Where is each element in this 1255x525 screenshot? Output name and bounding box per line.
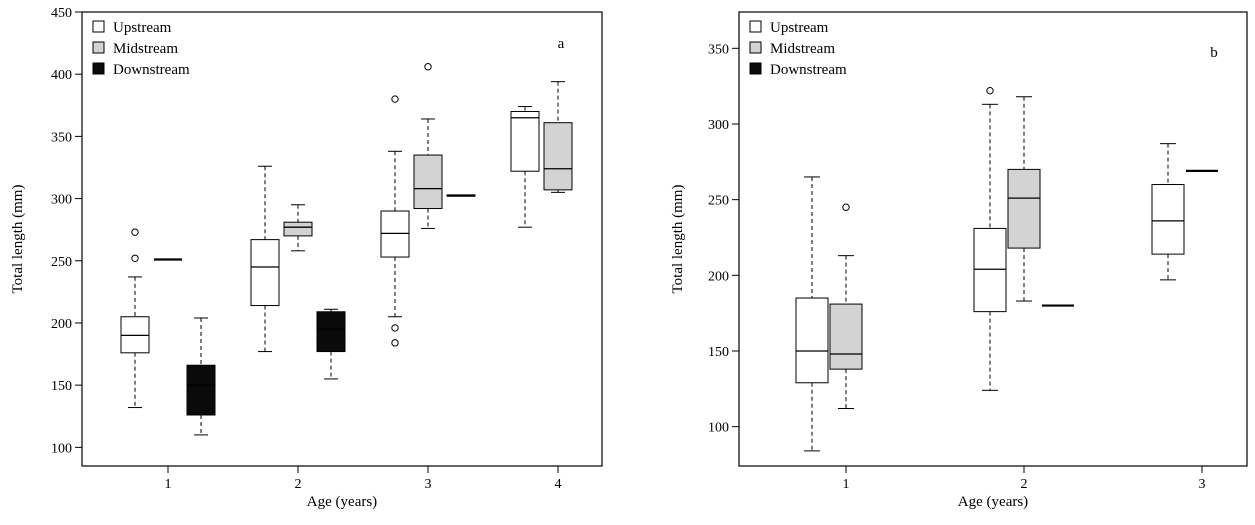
legend-swatch <box>749 62 762 75</box>
y-tick-label: 200 <box>51 317 72 332</box>
y-tick-label: 400 <box>51 68 72 83</box>
iqr-box <box>973 227 1007 313</box>
y-tick-label: 150 <box>708 345 729 360</box>
y-tick-label: 250 <box>51 255 72 270</box>
box-upstream-age-1 <box>120 228 150 409</box>
panel-b: 100 150 200 250 300 350 1 2 3 Age (years) Total le… <box>670 11 1248 510</box>
x-tick-label: 2 <box>295 477 302 492</box>
plot-frame <box>81 11 603 467</box>
legend-label: Upstream <box>770 20 829 36</box>
outlier-point <box>391 95 399 103</box>
box-midstream-age-4 <box>543 81 573 193</box>
legend-swatch <box>92 20 105 33</box>
y-tick-label: 350 <box>708 42 729 57</box>
box-midstream-age-1 <box>829 203 863 409</box>
panel-a: 100 150 200 250 300 350 400 450 1 2 3 4 Age (years) T… <box>10 6 603 510</box>
legend-label: Upstream <box>113 20 172 36</box>
iqr-box <box>829 303 863 370</box>
box-upstream-age-2 <box>250 165 280 353</box>
iqr-box <box>510 111 540 172</box>
iqr-box <box>1151 184 1185 255</box>
outlier-point <box>842 203 850 211</box>
iqr-box <box>1007 168 1041 249</box>
x-tick-label: 3 <box>425 477 432 492</box>
panel-letter: b <box>1210 45 1218 61</box>
box-downstream-age-1 <box>186 317 216 436</box>
box-midstream-age-3 <box>413 63 443 229</box>
legend-swatch <box>92 41 105 54</box>
y-axis-label: Total length (mm) <box>10 185 26 294</box>
x-tick-label: 1 <box>843 477 850 492</box>
y-tick-label: 350 <box>51 130 72 145</box>
box-upstream-age-4 <box>510 106 540 228</box>
outlier-point <box>391 324 399 332</box>
y-tick-label: 250 <box>708 194 729 209</box>
legend-label: Downstream <box>113 62 190 78</box>
box-upstream-age-2 <box>973 86 1007 391</box>
y-tick-label: 300 <box>51 193 72 208</box>
x-axis-label: Age (years) <box>307 494 377 510</box>
legend-label: Midstream <box>770 41 835 57</box>
outlier-point <box>131 228 139 236</box>
iqr-box <box>795 297 829 384</box>
legend-swatch <box>749 20 762 33</box>
y-axis-label: Total length (mm) <box>670 185 686 294</box>
iqr-box <box>283 221 313 237</box>
y-tick-label: 100 <box>51 441 72 456</box>
y-tick-label: 300 <box>708 118 729 133</box>
iqr-box <box>250 239 280 307</box>
box-midstream-age-2 <box>283 204 313 252</box>
y-tick-label: 200 <box>708 269 729 284</box>
box-upstream-age-3 <box>380 95 410 347</box>
box-midstream-age-2 <box>1007 96 1041 302</box>
box-downstream-age-3 <box>446 194 476 197</box>
x-tick-label: 4 <box>555 477 562 492</box>
iqr-box <box>186 364 216 416</box>
iqr-box <box>413 154 443 210</box>
x-tick-label: 2 <box>1021 477 1028 492</box>
y-tick-label: 100 <box>708 421 729 436</box>
box-upstream-age-1 <box>795 176 829 452</box>
iqr-box <box>543 122 573 191</box>
panel-letter: a <box>558 36 565 52</box>
legend-label: Downstream <box>770 62 847 78</box>
legend-swatch <box>92 62 105 75</box>
box-downstream-age-2 <box>316 308 346 380</box>
x-tick-label: 1 <box>165 477 172 492</box>
y-tick-label: 450 <box>51 6 72 21</box>
iqr-box <box>316 311 346 353</box>
outlier-point <box>424 63 432 71</box>
legend-swatch <box>749 41 762 54</box>
x-axis-label: Age (years) <box>958 494 1028 510</box>
x-tick-label: 3 <box>1199 477 1206 492</box>
box-upstream-age-3 <box>1151 143 1185 281</box>
outlier-point <box>391 339 399 347</box>
y-tick-label: 150 <box>51 379 72 394</box>
outlier-point <box>131 254 139 262</box>
legend-label: Midstream <box>113 41 178 57</box>
plot-frame <box>738 11 1248 467</box>
outlier-point <box>986 86 994 95</box>
